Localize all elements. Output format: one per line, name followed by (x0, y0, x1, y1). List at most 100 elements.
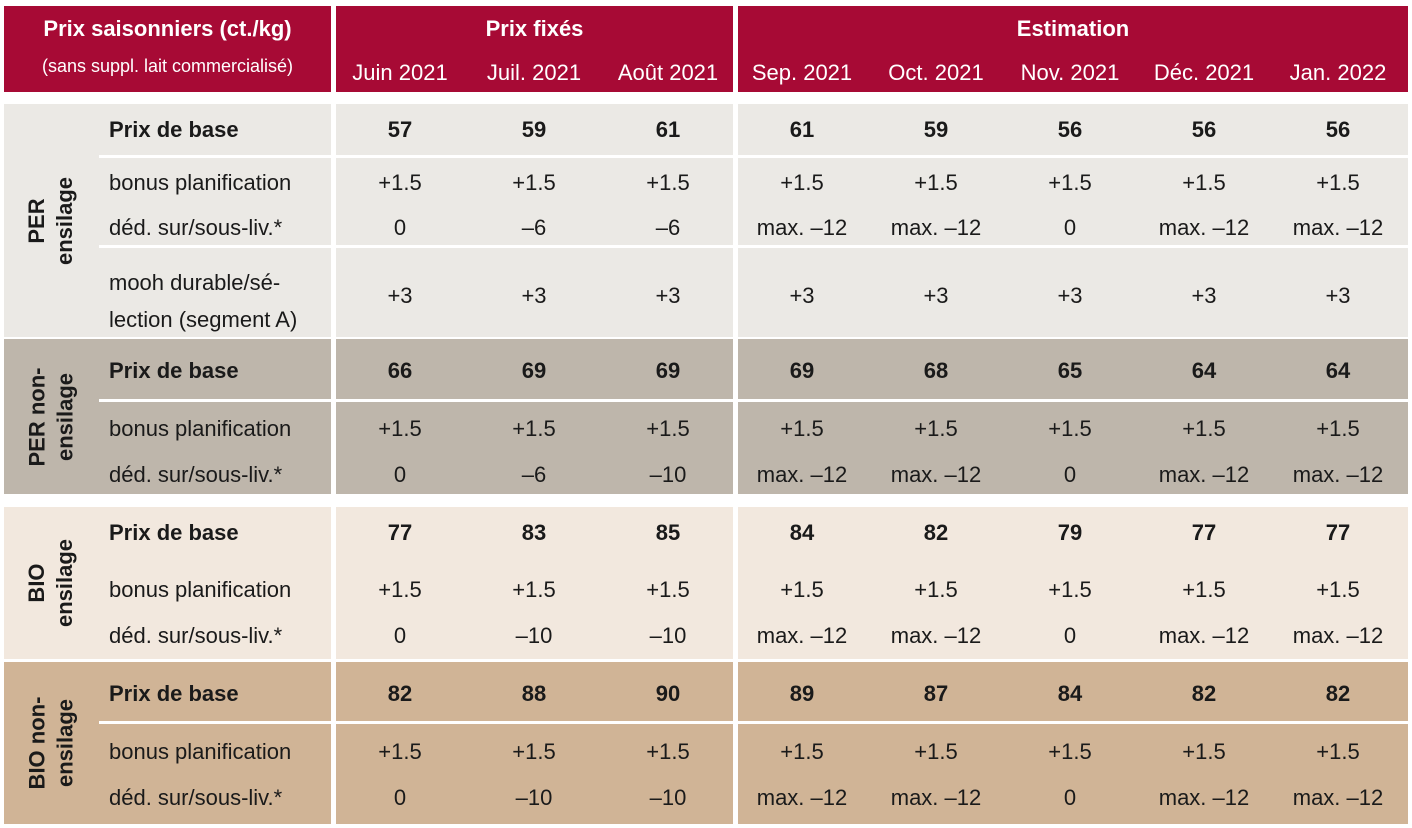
table-cell: max. –12 (756, 215, 848, 240)
table-cell: max. –12 (1292, 623, 1384, 648)
row-label-line: lection (segment A) (109, 307, 298, 332)
table-cell: 82 (923, 520, 949, 545)
column-divider (331, 100, 336, 828)
table-cell: max. –12 (1158, 462, 1250, 487)
month-header: Août 2021 (617, 60, 719, 85)
row-divider (99, 245, 1408, 248)
table-cell: +1.5 (914, 170, 958, 195)
table-cell: –10 (515, 785, 553, 810)
table-cell: +1.5 (1316, 170, 1360, 195)
row-label: Prix de base (109, 117, 239, 142)
group-label-line: ensilage (52, 698, 78, 788)
table-cell: max. –12 (1158, 623, 1250, 648)
table-cell: +3 (923, 283, 949, 308)
table-cell: 77 (1325, 520, 1351, 545)
row-label: mooh durable/sé- lection (segment A) (109, 264, 297, 338)
table-cell: +1.5 (1048, 416, 1092, 441)
group-label-line: ensilage (52, 176, 78, 265)
row-divider (99, 399, 1408, 402)
row-label: Prix de base (109, 520, 239, 545)
table-cell: +3 (1057, 283, 1083, 308)
group-label-bio-non-ensilage: BIO non-ensilage (4, 662, 99, 824)
table-cell: +1.5 (780, 416, 824, 441)
table-cell: –10 (515, 623, 553, 648)
group-label-line: ensilage (52, 372, 78, 461)
table-cell: +3 (789, 283, 815, 308)
table-cell: +1.5 (1182, 416, 1226, 441)
table-cell: 0 (393, 462, 407, 487)
table-cell: 64 (1191, 358, 1217, 383)
table-cell: 0 (1063, 623, 1077, 648)
table-cell: max. –12 (1158, 785, 1250, 810)
table-cell: 56 (1057, 117, 1083, 142)
group-bg-bio-non-ensilage (4, 662, 1408, 824)
table-cell: 82 (1191, 681, 1217, 706)
row-label: déd. sur/sous-liv.* (109, 462, 283, 487)
group-label-line: PER non- (24, 367, 50, 466)
table-cell: 83 (521, 520, 547, 545)
table-cell: 0 (393, 623, 407, 648)
table-cell: max. –12 (756, 462, 848, 487)
month-header: Sep. 2021 (751, 60, 853, 85)
group-label-line: ensilage (52, 538, 78, 628)
row-label: Prix de base (109, 681, 239, 706)
table-cell: 69 (655, 358, 681, 383)
table-cell: max. –12 (1158, 215, 1250, 240)
table-cell: 64 (1325, 358, 1351, 383)
table-cell: +1.5 (780, 170, 824, 195)
table-cell: +1.5 (1048, 170, 1092, 195)
table-cell: 61 (789, 117, 815, 142)
row-label: bonus planification (109, 739, 292, 764)
table-cell: max. –12 (1292, 215, 1384, 240)
table-cell: 57 (387, 117, 413, 142)
month-header: Juil. 2021 (486, 60, 582, 85)
table-cell: +1.5 (646, 170, 690, 195)
row-label-line: mooh durable/sé- (109, 270, 281, 295)
table-header (4, 6, 1408, 92)
table-cell: max. –12 (756, 623, 848, 648)
table-cell: +1.5 (1182, 170, 1226, 195)
row-label: déd. sur/sous-liv.* (109, 215, 283, 240)
table-cell: 0 (393, 785, 407, 810)
table-cell: +1.5 (1182, 739, 1226, 764)
month-header: Juin 2021 (352, 60, 448, 85)
table-cell: +3 (387, 283, 413, 308)
row-label: bonus planification (109, 416, 292, 441)
table-cell: +1.5 (1048, 739, 1092, 764)
table-cell: +1.5 (378, 170, 422, 195)
table-cell: +1.5 (378, 416, 422, 441)
table-cell: 89 (789, 681, 815, 706)
row-label: déd. sur/sous-liv.* (109, 623, 283, 648)
table-subtitle: (sans suppl. lait commercialisé) (41, 56, 294, 76)
table-cell: 0 (1063, 462, 1077, 487)
table-title: Prix saisonniers (ct./kg) (43, 16, 292, 41)
table-cell: 79 (1057, 520, 1083, 545)
table-cell: +1.5 (1316, 577, 1360, 602)
table-cell: 56 (1191, 117, 1217, 142)
table-cell: 82 (1325, 681, 1351, 706)
month-header: Jan. 2022 (1289, 60, 1387, 85)
row-divider (99, 155, 1408, 158)
table-cell: +1.5 (1182, 577, 1226, 602)
table-cell: 65 (1057, 358, 1083, 383)
table-cell: max. –12 (890, 785, 982, 810)
table-cell: +1.5 (378, 739, 422, 764)
table-cell: 85 (655, 520, 681, 545)
table-cell: 0 (1063, 215, 1077, 240)
table-cell: –10 (649, 623, 687, 648)
header-divider (331, 6, 336, 92)
table-cell: +1.5 (512, 577, 556, 602)
column-divider (733, 100, 738, 828)
table-cell: 90 (655, 681, 681, 706)
table-cell: +1.5 (914, 577, 958, 602)
table-cell: 69 (789, 358, 815, 383)
table-cell: max. –12 (890, 462, 982, 487)
table-cell: +3 (1191, 283, 1217, 308)
row-divider (99, 721, 1408, 724)
group-bg-bio-ensilage (4, 507, 1408, 659)
table-cell: 88 (521, 681, 547, 706)
table-cell: +1.5 (512, 739, 556, 764)
table-cell: +3 (655, 283, 681, 308)
group-label-per-non-ensilage: PER non-ensilage (4, 339, 99, 494)
table-cell: +3 (521, 283, 547, 308)
